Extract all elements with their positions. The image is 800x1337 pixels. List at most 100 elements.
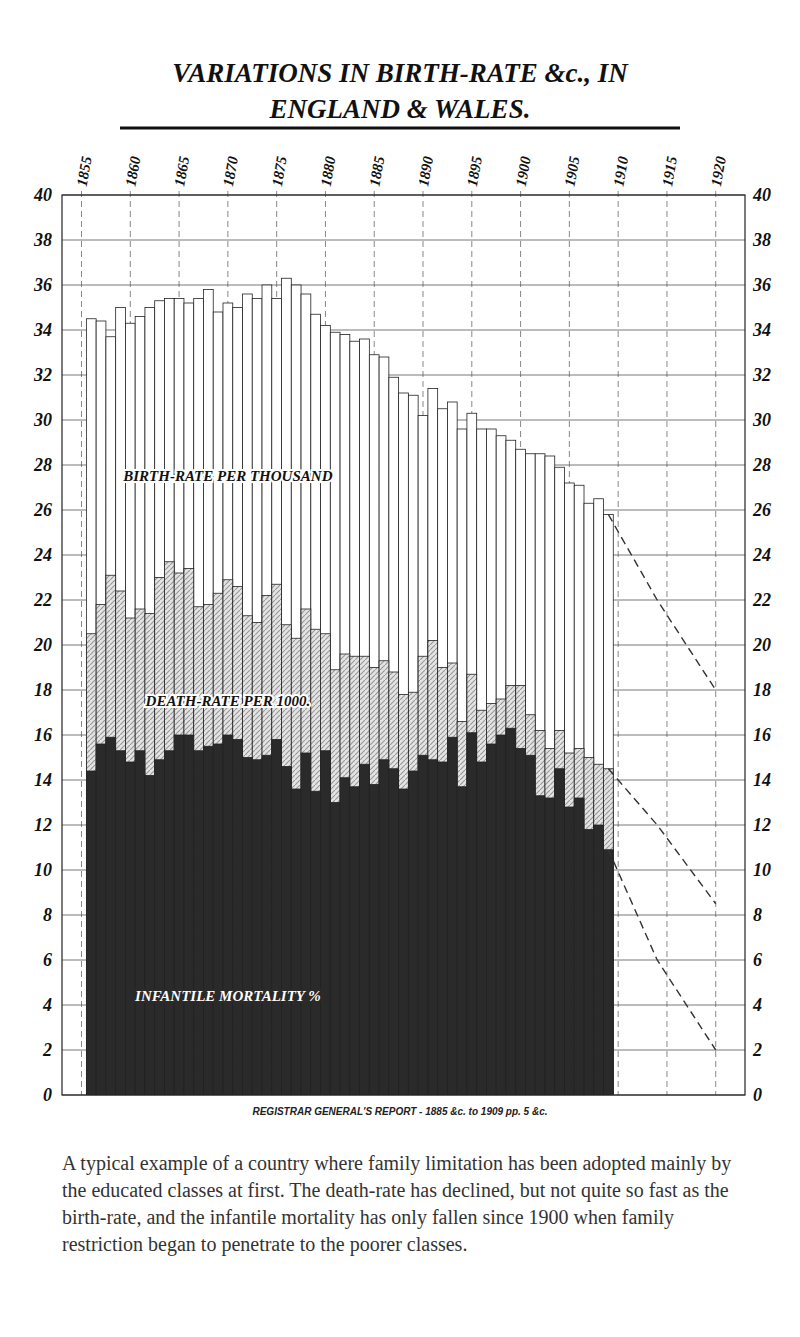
- bar: [389, 672, 399, 1095]
- bar: [399, 393, 409, 1095]
- bar: [96, 605, 106, 1096]
- subtitle: ENGLAND & WALES.: [269, 94, 531, 124]
- bar: [203, 746, 213, 1095]
- bar: [467, 674, 477, 1095]
- x-tick-label: 1880: [318, 155, 339, 188]
- bar: [145, 776, 155, 1096]
- grid-line-x: [715, 191, 716, 1095]
- y-tick-label-right: 36: [752, 275, 771, 295]
- y-tick-label: 8: [43, 905, 52, 925]
- bar: [516, 449, 526, 1095]
- bar: [604, 850, 614, 1095]
- bar: [369, 355, 379, 1095]
- bar: [262, 755, 272, 1095]
- bar: [125, 618, 135, 1095]
- bar: [184, 735, 194, 1095]
- y-tick-label: 40: [33, 185, 52, 205]
- series-label: INFANTILE MORTALITY %: [134, 988, 321, 1004]
- bar: [467, 733, 477, 1095]
- bar: [340, 335, 350, 1096]
- bar: [369, 668, 379, 1096]
- bar: [604, 515, 614, 1096]
- bar: [340, 654, 350, 1095]
- bar: [369, 785, 379, 1096]
- bar: [555, 769, 565, 1095]
- bar: [564, 483, 574, 1095]
- x-tick-label: 1860: [122, 155, 143, 188]
- bar: [584, 503, 594, 1095]
- y-tick-label-right: 26: [752, 500, 771, 520]
- bar: [389, 769, 399, 1095]
- bar: [418, 416, 428, 1096]
- x-tick-label: 1890: [415, 155, 436, 188]
- bar: [243, 758, 253, 1096]
- bar: [106, 337, 116, 1095]
- bar: [174, 573, 184, 1095]
- y-tick-label-right: 16: [753, 725, 771, 745]
- bar: [360, 764, 370, 1095]
- bar: [321, 326, 331, 1096]
- bar: [301, 753, 311, 1095]
- bar: [457, 722, 467, 1096]
- bar: [477, 762, 487, 1095]
- y-tick-label-right: 20: [752, 635, 771, 655]
- bar: [155, 760, 165, 1095]
- bar: [106, 575, 116, 1095]
- bar: [584, 830, 594, 1096]
- grid-line-x: [666, 191, 667, 1095]
- bar: [477, 429, 487, 1095]
- y-tick-label: 28: [33, 455, 52, 475]
- y-tick-label: 32: [33, 365, 52, 385]
- bar: [418, 656, 428, 1095]
- bar: [408, 692, 418, 1095]
- bar: [272, 740, 282, 1096]
- bar: [311, 791, 321, 1095]
- bar: [203, 605, 213, 1096]
- bar: [447, 737, 457, 1095]
- y-tick-label: 16: [34, 725, 52, 745]
- bar: [438, 668, 448, 1096]
- grid-line: [62, 240, 745, 241]
- bar: [135, 751, 145, 1095]
- y-tick-label-right: 24: [752, 545, 771, 565]
- bar: [145, 614, 155, 1096]
- x-tick-label: 1920: [708, 155, 729, 188]
- y-tick-label: 14: [34, 770, 52, 790]
- bar: [106, 737, 116, 1095]
- y-tick-label: 10: [34, 860, 52, 880]
- bar: [164, 562, 174, 1095]
- bar: [408, 395, 418, 1095]
- y-tick-label: 2: [42, 1040, 52, 1060]
- y-tick-label-right: 30: [752, 410, 771, 430]
- y-tick-label-right: 0: [753, 1085, 762, 1105]
- y-tick-label-right: 10: [753, 860, 771, 880]
- bar: [233, 740, 243, 1096]
- bar: [86, 634, 96, 1095]
- bar: [321, 634, 331, 1095]
- bar: [447, 402, 457, 1095]
- grid-line-x: [81, 191, 82, 1095]
- bar: [135, 609, 145, 1095]
- x-tick-label: 1870: [220, 155, 241, 188]
- bar: [525, 715, 535, 1095]
- y-tick-label-right: 8: [753, 905, 762, 925]
- y-tick-label: 18: [34, 680, 52, 700]
- bar: [125, 762, 135, 1095]
- x-tick-label: 1910: [610, 155, 631, 188]
- y-tick-label: 20: [33, 635, 52, 655]
- bar: [116, 751, 126, 1095]
- series-label: DEATH-RATE PER 1000.: [145, 693, 311, 709]
- y-tick-label: 22: [33, 590, 52, 610]
- bar: [330, 670, 340, 1095]
- bar: [564, 807, 574, 1095]
- bar: [545, 798, 555, 1095]
- bar: [155, 578, 165, 1096]
- title: VARIATIONS IN BIRTH-RATE &c., IN: [172, 58, 629, 88]
- bar: [564, 753, 574, 1095]
- bar: [545, 749, 555, 1096]
- x-tick-label: 1900: [513, 155, 534, 188]
- bar: [574, 749, 584, 1096]
- bar: [516, 686, 526, 1096]
- bar: [321, 751, 331, 1095]
- bar: [86, 319, 96, 1095]
